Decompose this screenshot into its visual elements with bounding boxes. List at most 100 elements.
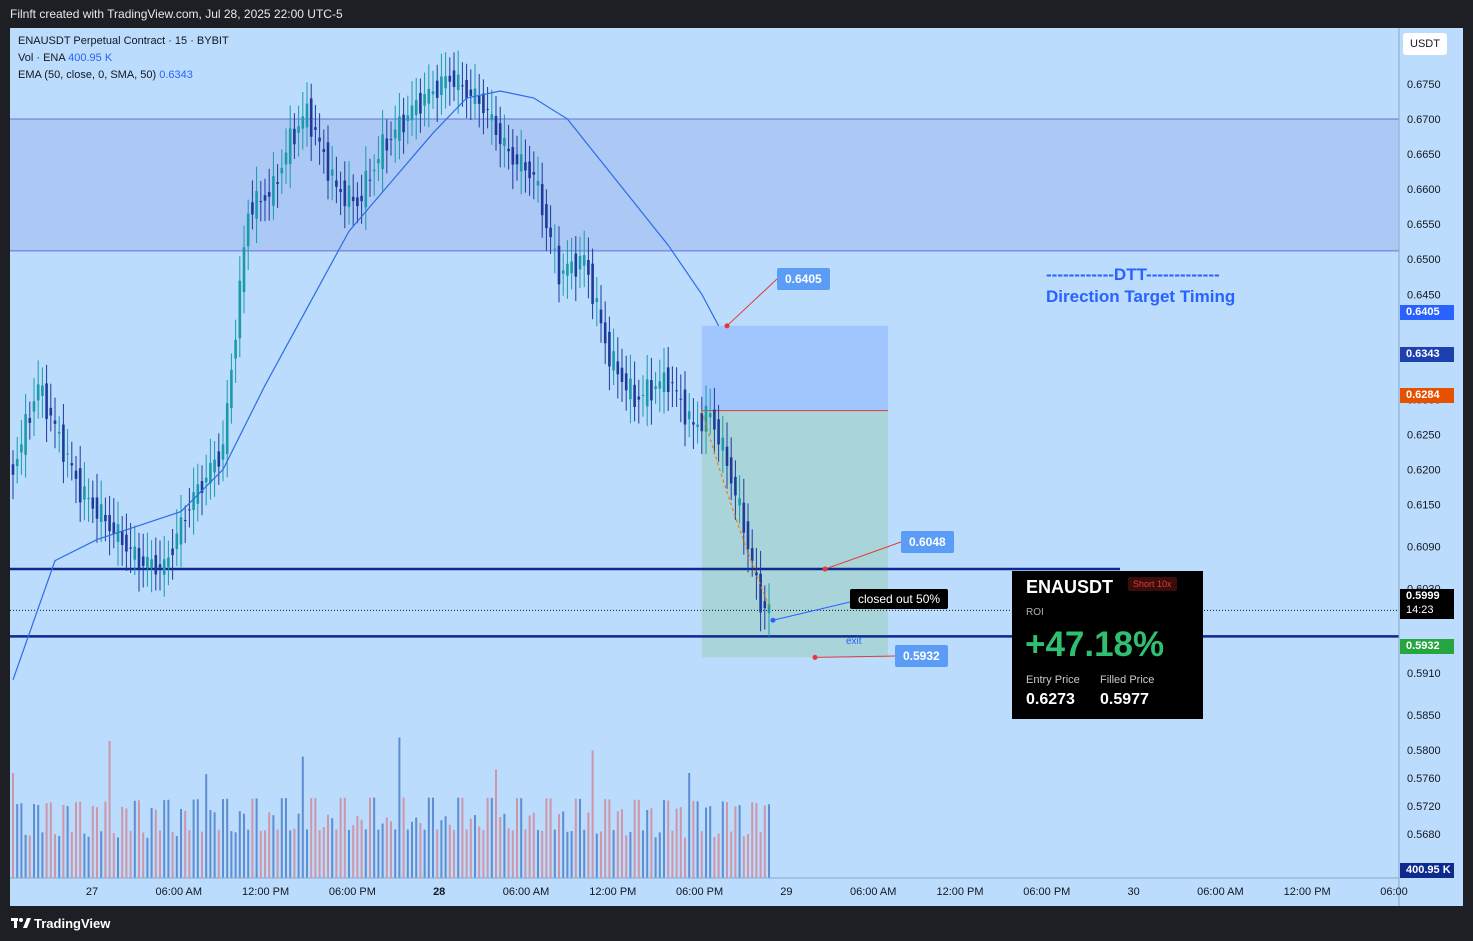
volume-bar: [91, 805, 94, 878]
volume-bar: [66, 806, 69, 878]
last-price-tag: 0.5999 14:23: [1400, 589, 1454, 619]
callout-connector: [726, 278, 778, 327]
volume-bar: [503, 813, 506, 878]
candle-body: [755, 572, 758, 576]
volume-bar: [369, 797, 371, 878]
volume-bar: [671, 830, 674, 878]
candles: [11, 50, 771, 637]
candle-body: [440, 76, 443, 95]
candle-body: [461, 85, 464, 87]
volume-bar: [608, 799, 611, 878]
volume-bar: [188, 830, 191, 878]
candle-body: [683, 389, 687, 425]
price-tick-label: 0.5720: [1407, 801, 1441, 813]
volume-bar: [600, 831, 602, 878]
volume-bar: [625, 835, 628, 878]
volume-bar: [553, 829, 556, 878]
candle-body: [125, 534, 128, 552]
volume-price-tag: 400.95 K: [1400, 863, 1454, 878]
candle-body: [309, 98, 313, 137]
closed-out-callout[interactable]: closed out 50%: [850, 589, 949, 609]
candle-body: [540, 184, 544, 216]
price-tick-label: 0.6550: [1407, 219, 1441, 231]
candle-body: [246, 213, 250, 247]
stop-callout[interactable]: 0.6405: [777, 268, 830, 290]
candle-body: [129, 547, 132, 549]
candle-body: [587, 260, 590, 275]
tp2-callout[interactable]: 0.5932: [895, 645, 948, 667]
price-chart[interactable]: 0.6750 0.6700 0.6650 0.6600 0.6550 0.6500 0.64…: [10, 28, 1463, 906]
volume-bar: [83, 833, 86, 878]
volume-bar: [566, 831, 569, 878]
volume-bar: [738, 805, 741, 878]
candle-body: [532, 172, 536, 175]
currency-button[interactable]: USDT: [1403, 33, 1447, 55]
candle-body: [465, 80, 468, 99]
volume-bar: [516, 798, 518, 878]
volume-bar: [129, 830, 132, 878]
symbol-legend[interactable]: ENAUSDT Perpetual Contract · 15 · BYBIT: [18, 35, 229, 47]
time-tick-label: 06:00 PM: [676, 886, 723, 898]
price-tick-label: 0.5850: [1407, 710, 1441, 722]
candle-body: [679, 398, 683, 400]
volume-bar: [499, 817, 502, 878]
volume-bar: [306, 829, 308, 878]
volume-bar: [717, 833, 720, 878]
volume-bar: [490, 797, 493, 878]
candle-body: [137, 548, 141, 569]
candle-body: [133, 546, 137, 560]
volume-bar: [532, 812, 535, 878]
candle-body: [209, 462, 212, 484]
candle-body: [339, 189, 342, 193]
candle-body: [267, 192, 271, 197]
volume-bar: [62, 804, 65, 878]
candle-body: [700, 413, 704, 432]
candle-body: [158, 564, 162, 568]
volume-bar: [591, 750, 594, 878]
price-tick-label: 0.6150: [1407, 500, 1441, 512]
price-tick-label: 0.5910: [1407, 668, 1441, 680]
volume-bar: [427, 797, 430, 878]
time-tick-label: 06:00 AM: [1197, 886, 1243, 898]
candle-body: [314, 127, 317, 130]
volume-bar: [146, 837, 149, 878]
ema-legend[interactable]: EMA (50, close, 0, SMA, 50) 0.6343: [18, 69, 193, 81]
volume-bar: [12, 773, 14, 878]
volume-bar: [70, 831, 73, 878]
candle-body: [524, 162, 527, 171]
price-tick-label: 0.6200: [1407, 465, 1441, 477]
volume-bar: [33, 804, 35, 878]
card-symbol: ENAUSDT: [1026, 577, 1114, 597]
volume-bar: [209, 810, 212, 878]
volume-bar: [301, 756, 304, 878]
candle-body: [536, 181, 540, 186]
volume-bar: [192, 799, 195, 878]
last-price-value: 0.5999: [1406, 590, 1440, 602]
candle-body: [616, 361, 620, 375]
volume-bar: [125, 808, 128, 878]
price-tick-label: 0.5800: [1407, 745, 1441, 757]
chart-frame[interactable]: 0.6750 0.6700 0.6650 0.6600 0.6550 0.6500 0.64…: [10, 28, 1463, 906]
volume-bar: [759, 832, 762, 878]
volume-bar: [104, 801, 107, 878]
volume-bar: [537, 830, 539, 878]
tp1-callout[interactable]: 0.6048: [901, 531, 954, 553]
price-tick-label: 0.5680: [1407, 829, 1441, 841]
candle-body: [381, 134, 384, 170]
time-tick-label: 06:00: [1380, 886, 1408, 898]
candle-body: [200, 481, 204, 493]
candle-body: [66, 453, 69, 455]
volume-bar: [432, 797, 434, 878]
volume-bar: [276, 829, 279, 878]
card-roi-label: ROI: [1026, 607, 1044, 618]
volume-legend[interactable]: Vol · ENA 400.95 K: [18, 52, 112, 64]
candle-body: [599, 309, 603, 324]
volume-bar: [45, 803, 48, 878]
candle-body: [377, 158, 380, 164]
candle-body: [641, 394, 645, 396]
candle-body: [738, 498, 741, 506]
volume-bar: [142, 832, 145, 878]
volume-bar: [171, 832, 174, 878]
volume-bar: [293, 828, 296, 878]
volume-bar: [734, 806, 737, 878]
